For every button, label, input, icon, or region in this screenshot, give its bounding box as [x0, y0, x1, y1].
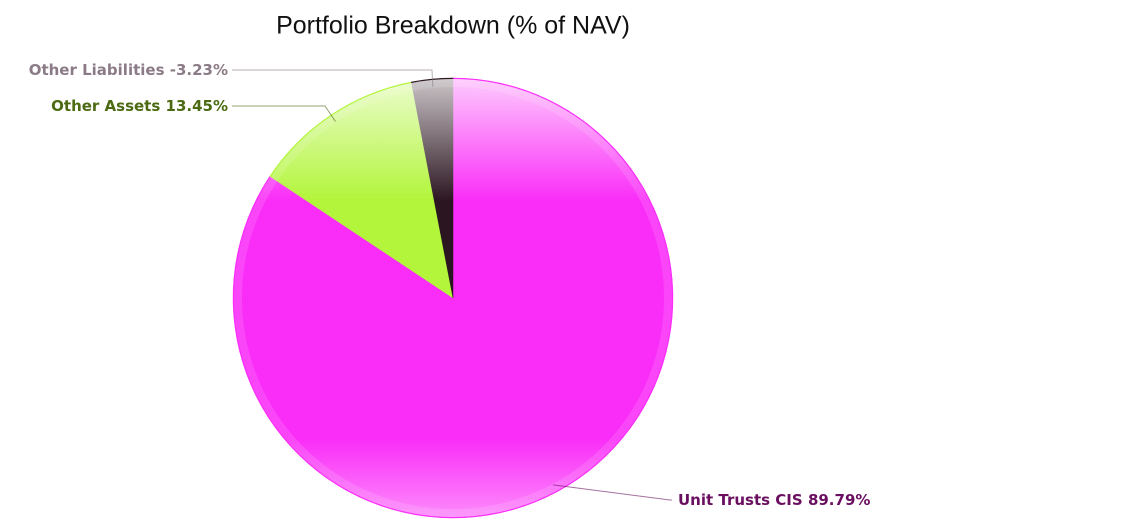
category-name: Other Assets: [51, 97, 160, 115]
value-label: -3.23%: [170, 61, 228, 79]
leader-line: [232, 105, 336, 122]
data-label: Other Liabilities -3.23%: [29, 61, 228, 79]
value-label: 89.79%: [808, 491, 870, 509]
leader-line: [553, 484, 672, 501]
leader-line: [232, 69, 434, 87]
data-label: Other Assets 13.45%: [51, 97, 228, 115]
pie: [232, 77, 674, 519]
category-name: Other Liabilities: [29, 61, 165, 79]
category-name: Unit Trusts CIS: [678, 491, 803, 509]
pie-rim: [234, 79, 672, 517]
chart-title: Portfolio Breakdown (% of NAV): [276, 12, 630, 40]
value-label: 13.45%: [166, 97, 228, 115]
data-label: Unit Trusts CIS 89.79%: [678, 491, 870, 509]
